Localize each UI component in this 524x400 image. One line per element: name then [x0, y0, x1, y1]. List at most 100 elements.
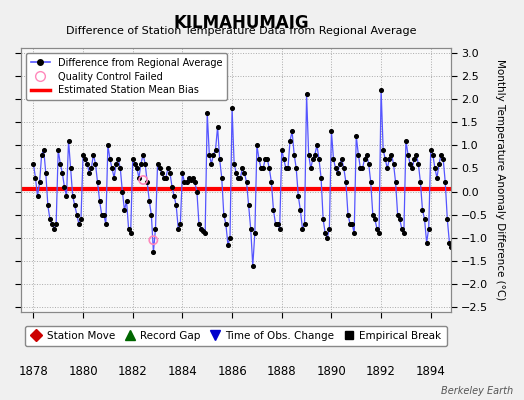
Point [381, 156, 389, 162]
Point [191, 179, 199, 186]
Point [269, 207, 278, 213]
Point [311, 151, 319, 158]
Point [307, 165, 315, 172]
Point [91, 160, 100, 167]
Point [422, 239, 431, 246]
Point [50, 226, 58, 232]
Point [213, 124, 222, 130]
Point [139, 151, 147, 158]
Point [141, 160, 149, 167]
Point [236, 174, 245, 181]
Point [309, 156, 317, 162]
Point [253, 142, 261, 148]
Text: KILMAHUMAIG: KILMAHUMAIG [173, 14, 309, 32]
Point [365, 160, 373, 167]
Point [154, 160, 162, 167]
Point [81, 156, 89, 162]
Point [315, 156, 323, 162]
Point [396, 216, 404, 222]
Point [443, 216, 452, 222]
Point [77, 216, 85, 222]
Point [29, 160, 38, 167]
Point [250, 230, 259, 236]
Point [246, 226, 255, 232]
Point [453, 138, 462, 144]
Point [241, 170, 249, 176]
Point [31, 174, 40, 181]
Point [95, 198, 104, 204]
Point [234, 174, 243, 181]
Point [404, 151, 412, 158]
Point [189, 174, 197, 181]
Point [116, 165, 125, 172]
Point [265, 165, 274, 172]
Point [379, 147, 387, 153]
Point [451, 75, 460, 81]
Point [323, 235, 332, 241]
Point [39, 147, 48, 153]
Point [410, 156, 418, 162]
Point [34, 193, 42, 200]
Point [102, 221, 110, 227]
Y-axis label: Monthly Temperature Anomaly Difference (°C): Monthly Temperature Anomaly Difference (… [495, 59, 505, 301]
Point [79, 151, 87, 158]
Point [168, 184, 176, 190]
Point [100, 212, 108, 218]
Point [352, 133, 361, 139]
Point [294, 193, 302, 200]
Point [368, 212, 377, 218]
Point [230, 160, 238, 167]
Point [54, 147, 62, 153]
Point [97, 212, 106, 218]
Point [67, 165, 75, 172]
Point [217, 174, 226, 181]
Point [244, 202, 253, 209]
Point [106, 156, 114, 162]
Point [267, 179, 276, 186]
Point [290, 151, 298, 158]
Point [238, 165, 247, 172]
Point [408, 165, 417, 172]
Point [184, 174, 193, 181]
Point [122, 198, 130, 204]
Point [248, 262, 257, 269]
Point [286, 138, 294, 144]
Point [418, 207, 427, 213]
Point [356, 165, 365, 172]
Point [348, 221, 356, 227]
Point [300, 221, 309, 227]
Point [284, 165, 292, 172]
Point [172, 202, 180, 209]
Point [130, 160, 139, 167]
Point [350, 230, 358, 236]
Point [160, 174, 168, 181]
Point [427, 147, 435, 153]
Point [118, 188, 127, 195]
Point [226, 235, 234, 241]
Point [433, 174, 441, 181]
Point [313, 142, 321, 148]
Point [135, 174, 143, 181]
Point [325, 226, 334, 232]
Point [178, 170, 187, 176]
Point [429, 151, 437, 158]
Point [259, 165, 267, 172]
Point [416, 179, 424, 186]
Point [149, 237, 158, 244]
Point [126, 230, 135, 236]
Point [137, 160, 145, 167]
Point [278, 147, 286, 153]
Point [205, 151, 213, 158]
Point [420, 216, 429, 222]
Point [145, 198, 154, 204]
Point [276, 226, 284, 232]
Point [203, 110, 211, 116]
Point [435, 160, 443, 167]
Point [161, 174, 170, 181]
Point [450, 235, 458, 241]
Point [108, 165, 116, 172]
Point [166, 170, 174, 176]
Point [282, 165, 290, 172]
Point [87, 165, 95, 172]
Point [120, 207, 128, 213]
